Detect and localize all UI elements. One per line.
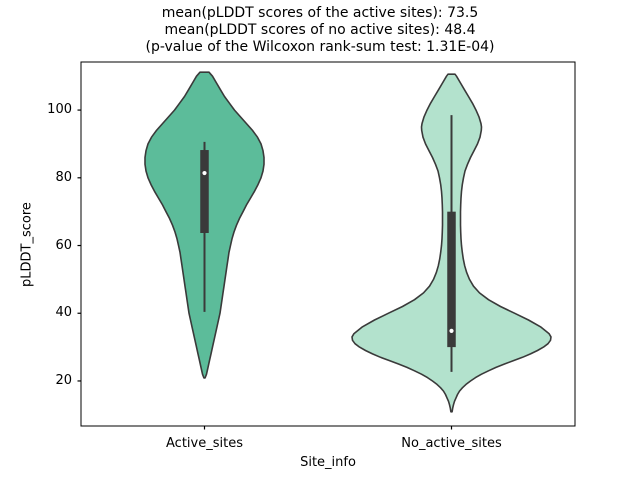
- median-dot-no_active_sites: [449, 328, 454, 333]
- x-tick-label-no_active_sites: No_active_sites: [401, 436, 502, 451]
- axes-frame: [80, 61, 576, 427]
- y-tick-label-80: 80: [55, 169, 72, 185]
- iqr-box-active_sites: [200, 150, 209, 233]
- y-tick-label-100: 100: [47, 102, 72, 118]
- chart-title-line-1: mean(pLDDT scores of the active sites): …: [161, 5, 479, 21]
- median-dot-active_sites: [202, 170, 207, 176]
- x-axis-label: Site_info: [300, 455, 356, 470]
- y-tick-label-40: 40: [55, 305, 72, 321]
- y-tick-label-20: 20: [55, 372, 72, 388]
- x-tick-label-active_sites: Active_sites: [166, 436, 243, 451]
- iqr-box-no_active_sites: [447, 211, 456, 348]
- chart-title: mean(pLDDT scores of the active sites): …: [0, 5, 640, 56]
- chart-title-line-2: mean(pLDDT scores of no active sites): 4…: [164, 22, 476, 38]
- y-tick-label-60: 60: [55, 237, 72, 253]
- chart-title-line-3: (p-value of the Wilcoxon rank-sum test: …: [145, 39, 495, 55]
